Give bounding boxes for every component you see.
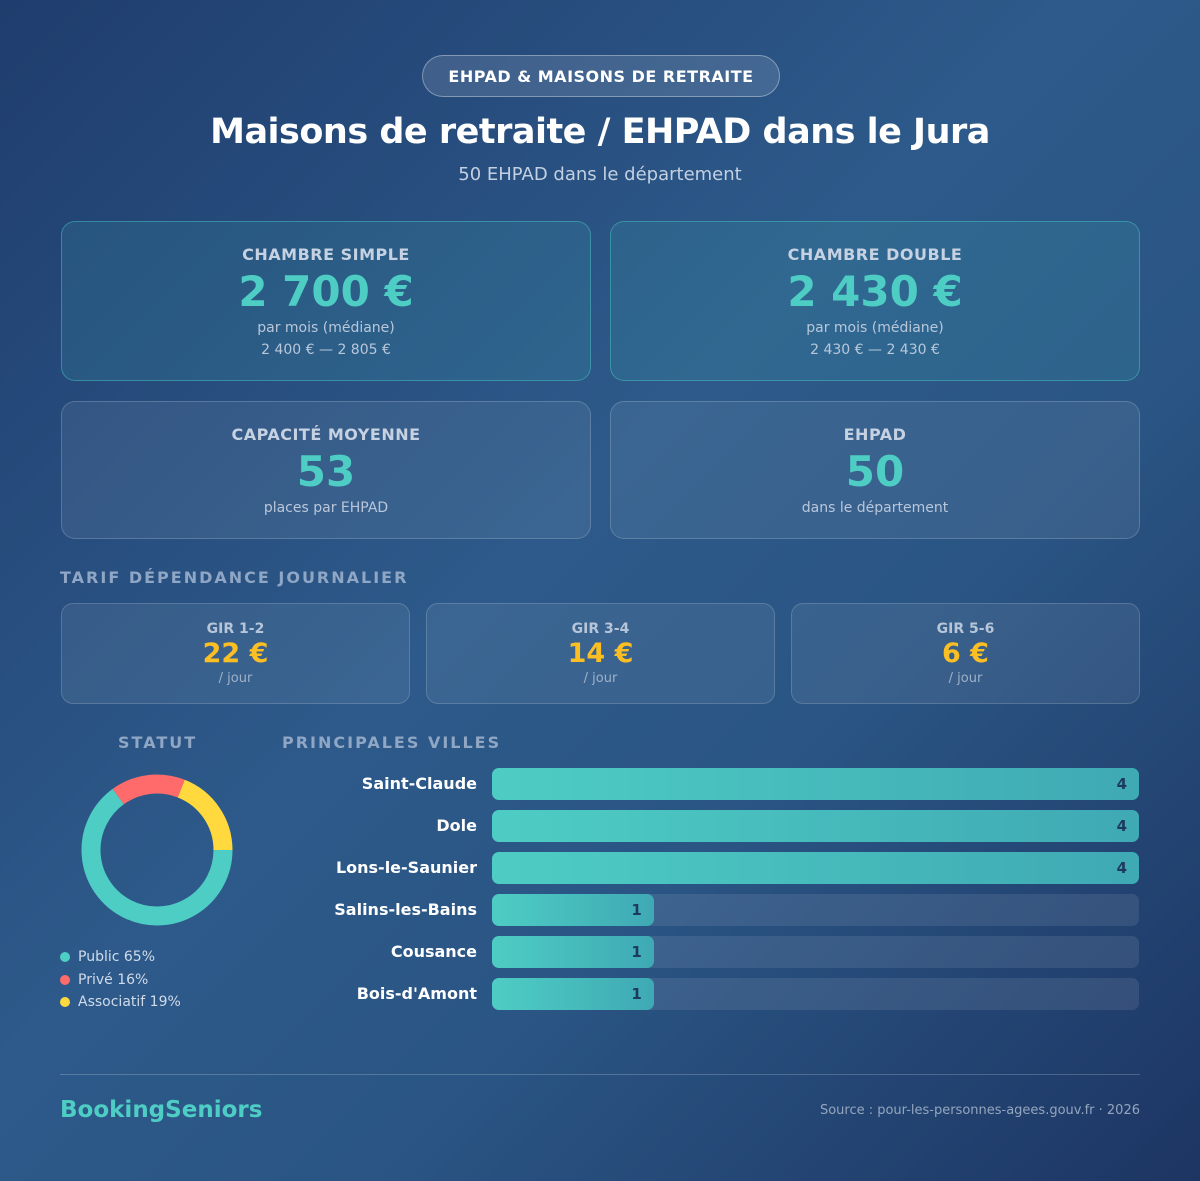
gir-unit: / jour — [948, 671, 983, 686]
gir-card: GIR 3-4 14 € / jour — [426, 603, 775, 704]
card-range: 2 430 € — 2 430 € — [810, 342, 940, 358]
donut-segment — [81, 788, 233, 926]
bar-value: 1 — [631, 901, 642, 919]
legend-name: Associatif — [78, 994, 146, 1010]
legend-dot — [60, 997, 70, 1007]
bar: 1 — [492, 978, 654, 1010]
bar-track: 1 — [492, 936, 1139, 968]
bar-value: 1 — [631, 985, 642, 1003]
title: Maisons de retraite / EHPAD dans le Jura — [210, 112, 990, 152]
bar-track: 4 — [492, 852, 1139, 884]
card-label: CAPACITÉ MOYENNE — [231, 425, 421, 444]
card-value: 53 — [296, 447, 356, 496]
city-label: Salins-les-Bains — [334, 900, 477, 919]
gir-value: 14 € — [567, 638, 634, 669]
card-range: 2 400 € — 2 805 € — [261, 342, 391, 358]
card-value: 2 430 € — [787, 267, 963, 316]
legend-value: 19% — [149, 994, 181, 1010]
city-label: Saint-Claude — [361, 774, 477, 793]
legend-item: Associatif 19% — [60, 992, 181, 1012]
donut — [81, 774, 233, 926]
gir-label: GIR 5-6 — [936, 621, 995, 637]
bar-value: 1 — [631, 943, 642, 961]
divider — [60, 1074, 1140, 1075]
city-label: Dole — [436, 816, 477, 835]
city-label: Lons-le-Saunier — [335, 858, 477, 877]
stat-card: EHPAD 50 dans le département — [610, 401, 1140, 539]
bar-value: 4 — [1116, 817, 1127, 835]
bar-value: 4 — [1116, 859, 1127, 877]
bar: 1 — [492, 936, 654, 968]
legend-dot — [60, 974, 70, 985]
gir-card: GIR 1-2 22 € / jour — [61, 603, 410, 704]
bar-track: 4 — [492, 768, 1139, 800]
bar-track: 1 — [492, 978, 1139, 1010]
gir-value: 6 € — [942, 638, 989, 669]
card-note: par mois (médiane) — [806, 320, 944, 336]
card-value: 2 700 € — [238, 267, 414, 316]
legend-name: Privé — [78, 971, 113, 988]
section-title: TARIF DÉPENDANCE JOURNALIER — [60, 568, 409, 587]
gir-label: GIR 3-4 — [571, 621, 630, 637]
brand: BookingSeniors — [60, 1097, 263, 1123]
gir-value: 22 € — [202, 638, 269, 669]
legend-item: Public 65% — [60, 947, 155, 967]
card-note: places par EHPAD — [263, 500, 389, 516]
card-note: par mois (médiane) — [257, 320, 395, 336]
legend-name: Public — [78, 949, 120, 965]
source: Source : pour-les-personnes-agees.gouv.f… — [819, 1103, 1140, 1118]
price-card: CHAMBRE DOUBLE 2 430 € par mois (médiane… — [610, 221, 1140, 381]
card-value: 50 — [845, 447, 905, 496]
legend-value: 65% — [123, 949, 156, 965]
bar-track: 1 — [492, 894, 1139, 926]
subtitle: 50 EHPAD dans le département — [458, 164, 742, 185]
card-label: CHAMBRE SIMPLE — [242, 245, 410, 264]
bar-track: 4 — [492, 810, 1139, 842]
legend-dot — [60, 952, 70, 962]
bar-value: 4 — [1116, 775, 1127, 793]
badge: EHPAD & MAISONS DE RETRAITE — [422, 55, 780, 97]
legend-value: 16% — [117, 971, 149, 988]
city-label: Cousance — [390, 942, 477, 961]
price-card: CHAMBRE SIMPLE 2 700 € par mois (médiane… — [61, 221, 591, 381]
section-title: STATUT — [118, 733, 198, 752]
bar: 4 — [492, 852, 1139, 884]
bar: 1 — [492, 894, 654, 926]
gir-unit: / jour — [583, 671, 618, 686]
donut-segment — [177, 779, 233, 851]
gir-unit: / jour — [218, 671, 253, 686]
bar: 4 — [492, 810, 1139, 842]
gir-card: GIR 5-6 6 € / jour — [791, 603, 1140, 704]
legend-item: Privé 16% — [60, 970, 148, 990]
section-title: PRINCIPALES VILLES — [282, 733, 502, 752]
city-label: Bois-d'Amont — [356, 984, 477, 1003]
stat-card: CAPACITÉ MOYENNE 53 places par EHPAD — [61, 401, 591, 539]
card-label: EHPAD — [843, 425, 907, 444]
bar: 4 — [492, 768, 1139, 800]
gir-label: GIR 1-2 — [206, 621, 265, 637]
donut-segment — [112, 774, 185, 805]
card-note: dans le département — [801, 500, 949, 516]
card-label: CHAMBRE DOUBLE — [787, 245, 963, 264]
